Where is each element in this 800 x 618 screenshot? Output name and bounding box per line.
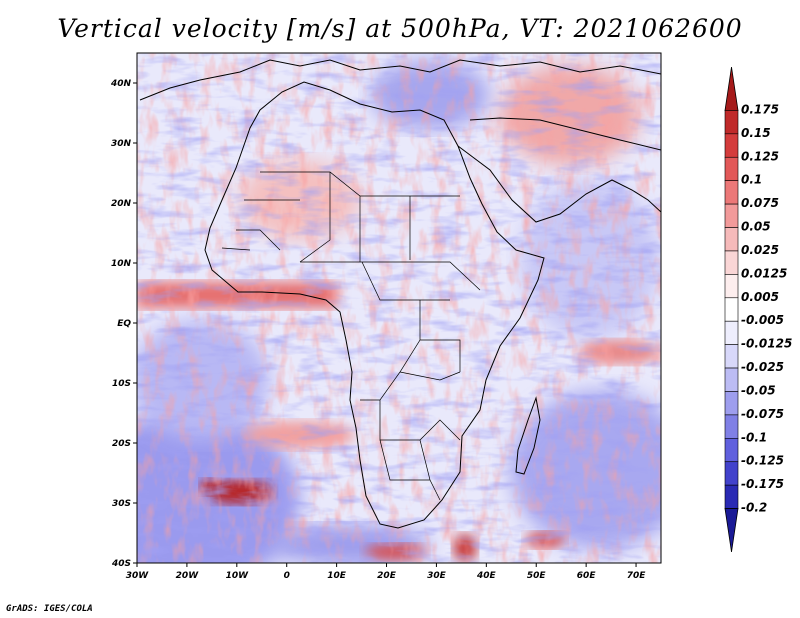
plot-frame — [136, 52, 662, 564]
colorbar-label: 0.075 — [741, 196, 779, 210]
colorbar-label: -0.005 — [741, 313, 784, 327]
x-tick-label: 10E — [327, 571, 347, 581]
colorbar-label: -0.2 — [741, 501, 767, 515]
x-tick-label: 20E — [377, 571, 397, 581]
colorbar-box — [724, 180, 739, 205]
colorbar-label: 0.125 — [741, 149, 779, 163]
colorbar-box — [724, 484, 739, 509]
y-tick-label: 20S — [112, 439, 131, 449]
colorbar-label: 0.175 — [741, 102, 779, 116]
y-tick-label: 30S — [112, 499, 131, 509]
colorbar-box — [724, 110, 739, 135]
colorbar-box — [724, 227, 739, 252]
y-tick-label: 10N — [111, 259, 132, 269]
colorbar-box — [724, 391, 739, 416]
texture-blue — [137, 53, 661, 563]
arabia-outline — [457, 117, 661, 223]
colorbar-label: 0.05 — [741, 220, 771, 234]
colorbar-box — [724, 461, 739, 486]
x-tick-label: 0 — [284, 571, 290, 581]
colorbar-box — [724, 297, 739, 322]
y-tick-label: 10S — [112, 379, 131, 389]
colorbar-label: 0.15 — [741, 126, 771, 140]
chart-title: Vertical velocity [m/s] at 500hPa, VT: 2… — [57, 14, 743, 43]
colorbar-box — [724, 438, 739, 463]
colorbar-cap-top — [724, 66, 739, 111]
colorbar-box — [724, 344, 739, 369]
colorbar-box — [724, 274, 739, 299]
colorbar-label: 0.005 — [741, 290, 779, 304]
grads-credit: GrADS: IGES/COLA — [6, 604, 93, 614]
y-axis: 40N 30N 20N 10N EQ 10S 20S 30S 40S — [110, 79, 137, 569]
velocity-field — [137, 53, 661, 563]
x-tick-label: 70E — [627, 571, 647, 581]
colorbar-cap-bottom — [724, 508, 739, 553]
colorbar-label: -0.1 — [741, 430, 767, 444]
colorbar-box — [724, 414, 739, 439]
colorbar-box — [724, 367, 739, 392]
y-tick-label: 40S — [111, 559, 131, 569]
x-tick-label: 60E — [577, 571, 597, 581]
x-tick-label: 30W — [126, 571, 150, 581]
colorbar-label: -0.025 — [741, 360, 784, 374]
colorbar-label: 0.0125 — [741, 266, 787, 280]
x-tick-label: 30E — [427, 571, 447, 581]
colorbar-box — [724, 250, 739, 275]
madagascar-outline — [515, 396, 541, 475]
y-tick-label: 30N — [111, 139, 132, 149]
colorbar-label: -0.175 — [741, 477, 784, 491]
colorbar-label: -0.075 — [741, 407, 784, 421]
colorbar-label: -0.0125 — [741, 337, 792, 351]
europe-outline — [139, 59, 661, 101]
y-tick-label: 40N — [110, 79, 132, 89]
colorbar: 0.175 0.15 0.125 0.1 0.075 0.05 0.025 0.0125 0.0… — [724, 66, 792, 553]
colorbar-box — [724, 133, 739, 158]
colorbar-label: 0.025 — [741, 243, 779, 257]
x-tick-label: 40E — [476, 571, 497, 581]
x-tick-label: 10W — [226, 571, 250, 581]
x-axis: 30W 20W 10W 0 10E 20E 30E 40E 50E 60E 70E — [126, 563, 646, 581]
africa-coastline — [204, 81, 545, 529]
y-tick-label: EQ — [117, 319, 131, 329]
colorbar-box — [724, 320, 739, 345]
x-tick-label: 50E — [527, 571, 547, 581]
country-borders — [221, 171, 481, 501]
x-tick-label: 20W — [176, 571, 200, 581]
colorbar-box — [724, 203, 739, 228]
colorbar-label: 0.1 — [741, 173, 762, 187]
colorbar-label: -0.05 — [741, 383, 776, 397]
y-tick-label: 20N — [111, 199, 132, 209]
colorbar-label: -0.125 — [741, 454, 784, 468]
colorbar-box — [724, 156, 739, 181]
